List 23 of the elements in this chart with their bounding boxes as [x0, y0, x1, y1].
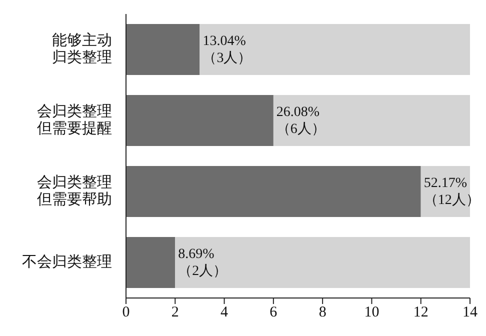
x-tick-label: 4: [220, 304, 229, 321]
bar: [273, 94, 470, 146]
y-tick-label: 不会归类整理: [22, 254, 112, 270]
y-tick-label: 会归类整理但需要提醒: [37, 103, 112, 137]
y-tick-label: 会归类整理但需要帮助: [37, 174, 112, 208]
x-tick-label: 0: [122, 304, 130, 321]
bar: [126, 94, 274, 146]
data-label: 8.69% （2人）: [178, 246, 228, 278]
y-tick-label: 能够主动归类整理: [52, 32, 112, 66]
x-tick-label: 10: [364, 304, 380, 321]
bar: [200, 24, 470, 75]
bar: [175, 236, 470, 288]
x-tick-label: 12: [413, 304, 428, 321]
bar: [126, 236, 176, 288]
bar: [126, 166, 421, 217]
bar: [126, 24, 200, 75]
x-tick-label: 8: [318, 304, 326, 321]
data-label: 13.04% （3人）: [202, 33, 252, 66]
x-tick-label: 2: [171, 304, 179, 321]
x-tick-label: 14: [462, 304, 478, 321]
x-tick-label: 6: [270, 304, 278, 321]
data-label: 52.17% （12人）: [424, 175, 480, 208]
data-label: 26.08% （6人）: [276, 104, 326, 136]
